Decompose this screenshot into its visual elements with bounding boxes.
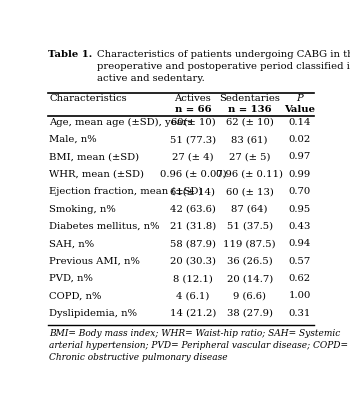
Text: Male, n%: Male, n% (49, 135, 97, 144)
Text: 61(± 14): 61(± 14) (170, 187, 216, 196)
Text: Sedentaries: Sedentaries (219, 95, 280, 103)
Text: SAH, n%: SAH, n% (49, 239, 94, 248)
Text: 0.14: 0.14 (288, 118, 311, 127)
Text: 0.02: 0.02 (288, 135, 311, 144)
Text: 20 (14.7): 20 (14.7) (226, 274, 273, 283)
Text: 83 (61): 83 (61) (231, 135, 268, 144)
Text: Previous AMI, n%: Previous AMI, n% (49, 257, 140, 266)
Text: 14 (21.2): 14 (21.2) (170, 309, 216, 318)
Text: P: P (296, 95, 303, 103)
Text: n = 66: n = 66 (175, 105, 211, 114)
Text: 62 (± 10): 62 (± 10) (226, 118, 274, 127)
Text: Characteristics: Characteristics (49, 95, 127, 103)
Text: Smoking, n%: Smoking, n% (49, 205, 116, 213)
Text: Value: Value (284, 105, 315, 114)
Text: Dyslipidemia, n%: Dyslipidemia, n% (49, 309, 137, 318)
Text: Characteristics of patients undergoing CABG in the
preoperative and postoperativ: Characteristics of patients undergoing C… (97, 50, 350, 83)
Text: Ejection fraction, mean (±SD): Ejection fraction, mean (±SD) (49, 187, 203, 196)
Text: BMI= Body mass index; WHR= Waist-hip ratio; SAH= Systemic
arterial hypertension;: BMI= Body mass index; WHR= Waist-hip rat… (49, 329, 348, 362)
Text: 0.99: 0.99 (288, 170, 311, 179)
Text: 0.62: 0.62 (288, 274, 310, 283)
Text: COPD, n%: COPD, n% (49, 291, 102, 301)
Text: n = 136: n = 136 (228, 105, 272, 114)
Text: Diabetes mellitus, n%: Diabetes mellitus, n% (49, 222, 160, 231)
Text: Actives: Actives (175, 95, 211, 103)
Text: 51 (37.5): 51 (37.5) (226, 222, 273, 231)
Text: 0.96 (± 0.07): 0.96 (± 0.07) (160, 170, 226, 179)
Text: Age, mean age (±SD), years: Age, mean age (±SD), years (49, 118, 192, 127)
Text: BMI, mean (±SD): BMI, mean (±SD) (49, 152, 139, 162)
Text: 27 (± 5): 27 (± 5) (229, 152, 271, 162)
Text: Table 1.: Table 1. (48, 50, 92, 59)
Text: PVD, n%: PVD, n% (49, 274, 93, 283)
Text: 60(± 10): 60(± 10) (170, 118, 215, 127)
Text: 27 (± 4): 27 (± 4) (172, 152, 214, 162)
Text: 1.00: 1.00 (288, 291, 311, 301)
Text: 20 (30.3): 20 (30.3) (170, 257, 216, 266)
Text: 119 (87.5): 119 (87.5) (223, 239, 276, 248)
Text: 38 (27.9): 38 (27.9) (227, 309, 273, 318)
Text: 0.43: 0.43 (288, 222, 311, 231)
Text: 0.31: 0.31 (288, 309, 311, 318)
Text: 0.97: 0.97 (288, 152, 311, 162)
Text: 0.96 (± 0.11): 0.96 (± 0.11) (216, 170, 283, 179)
Text: 87 (64): 87 (64) (231, 205, 268, 213)
Text: 0.57: 0.57 (288, 257, 311, 266)
Text: 42 (63.6): 42 (63.6) (170, 205, 216, 213)
Text: 60 (± 13): 60 (± 13) (226, 187, 274, 196)
Text: 4 (6.1): 4 (6.1) (176, 291, 210, 301)
Text: 0.95: 0.95 (288, 205, 311, 213)
Text: 51 (77.3): 51 (77.3) (170, 135, 216, 144)
Text: 36 (26.5): 36 (26.5) (227, 257, 273, 266)
Text: 8 (12.1): 8 (12.1) (173, 274, 213, 283)
Text: 0.94: 0.94 (288, 239, 311, 248)
Text: 9 (6.6): 9 (6.6) (233, 291, 266, 301)
Text: 21 (31.8): 21 (31.8) (170, 222, 216, 231)
Text: 0.70: 0.70 (288, 187, 311, 196)
Text: 58 (87.9): 58 (87.9) (170, 239, 216, 248)
Text: WHR, mean (±SD): WHR, mean (±SD) (49, 170, 144, 179)
